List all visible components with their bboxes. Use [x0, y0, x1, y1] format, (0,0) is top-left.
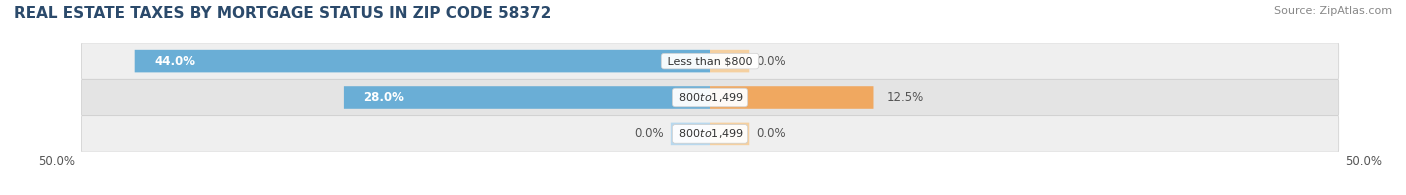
FancyBboxPatch shape: [135, 50, 710, 72]
FancyBboxPatch shape: [82, 116, 1339, 152]
FancyBboxPatch shape: [344, 86, 710, 109]
FancyBboxPatch shape: [710, 50, 749, 72]
Text: $800 to $1,499: $800 to $1,499: [675, 91, 745, 104]
Text: Source: ZipAtlas.com: Source: ZipAtlas.com: [1274, 6, 1392, 16]
Text: 28.0%: 28.0%: [364, 91, 405, 104]
Text: Less than $800: Less than $800: [664, 56, 756, 66]
Text: $800 to $1,499: $800 to $1,499: [675, 127, 745, 140]
Text: REAL ESTATE TAXES BY MORTGAGE STATUS IN ZIP CODE 58372: REAL ESTATE TAXES BY MORTGAGE STATUS IN …: [14, 6, 551, 21]
Text: 12.5%: 12.5%: [887, 91, 924, 104]
FancyBboxPatch shape: [82, 79, 1339, 116]
Text: 0.0%: 0.0%: [756, 55, 786, 68]
FancyBboxPatch shape: [82, 43, 1339, 79]
Text: 0.0%: 0.0%: [634, 127, 664, 140]
FancyBboxPatch shape: [710, 123, 749, 145]
FancyBboxPatch shape: [671, 123, 710, 145]
Text: 44.0%: 44.0%: [155, 55, 195, 68]
FancyBboxPatch shape: [710, 86, 873, 109]
Text: 0.0%: 0.0%: [756, 127, 786, 140]
